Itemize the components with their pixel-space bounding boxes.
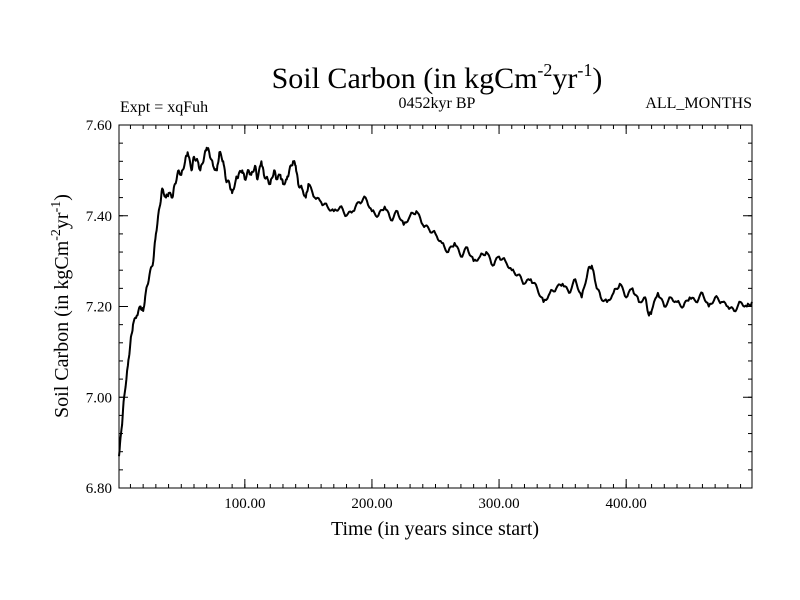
y-tick-label: 7.00 [86, 390, 112, 406]
x-tick-label: 300.00 [478, 496, 519, 512]
months-label: ALL_MONTHS [645, 95, 752, 112]
axis-ticks [119, 124, 752, 489]
chart-title: Soil Carbon (in kgCm-2yr-1) [272, 60, 603, 95]
x-tick-label: 200.00 [351, 496, 392, 512]
y-axis-label: Soil Carbon (in kgCm-2yr-1) [49, 194, 73, 418]
tick-labels: 100.00 200.00 300.00 400.00 6.80 7.00 7.20 7.40… [86, 118, 647, 512]
y-tick-label: 6.80 [86, 481, 112, 497]
y-tick-label: 7.40 [86, 209, 112, 225]
plot-frame [118, 124, 753, 489]
y-tick-label: 7.20 [86, 300, 112, 316]
x-tick-label: 100.00 [224, 496, 265, 512]
soil-carbon-series-line [118, 146, 753, 457]
period-label: 0452kyr BP [399, 95, 476, 112]
plot-area [118, 124, 753, 489]
x-axis-label: Time (in years since start) [331, 518, 539, 540]
x-tick-label: 400.00 [606, 496, 647, 512]
y-tick-label: 7.60 [86, 118, 112, 134]
experiment-label: Expt = xqFuh [120, 99, 208, 116]
